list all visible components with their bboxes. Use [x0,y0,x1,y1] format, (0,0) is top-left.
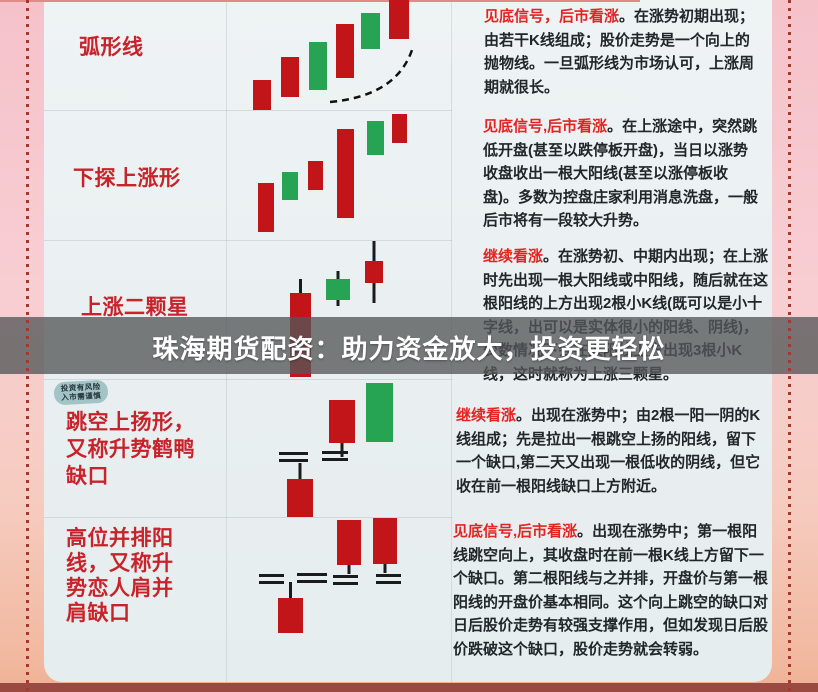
signal-text: 见底信号,后市看涨 [483,118,608,135]
pattern-description: 见底信号,后市看涨。在上涨途中，突然跳低开盘(甚至以跌停板开盘)，当日以涨势收盘… [483,115,761,233]
row-divider [44,240,452,241]
risk-disclaimer-line2: 入市需谨慎 [60,390,102,402]
pattern-name-two-rising-stars: 上涨二颗星 [81,296,189,319]
pattern-description: 见底信号,后市看涨。出现在涨势中；第一根阳线跳空向上，其收盘时在前一根K线上方留… [453,520,768,661]
row-divider [44,379,452,380]
signal-text: 继续看涨 [483,248,544,265]
description-text: 。出现在涨势中；第一根阳线跳空向上，其收盘时在前一根K线上方留下一个缺口。第二根… [453,523,769,658]
row-divider [44,110,452,111]
description-text: 。出现在涨势中；由2根一阳一阴的K线组成；先是拉出一根跳空上扬的阳线，留下一个缺… [456,407,761,495]
pattern-description: 继续看涨。出现在涨势中；由2根一阳一阴的K线组成；先是拉出一根跳空上扬的阳线，留… [456,404,768,498]
left-dotted-line [26,0,29,692]
description-text: 。在上涨途中，突然跳低开盘(甚至以跌停板开盘)，当日以涨势收盘收出一根大阳线(甚… [483,118,758,229]
signal-text: 继续看涨 [456,407,517,424]
pattern-name-gap-up: 跳空上扬形，又称升势鹤鸭缺口 [66,411,195,488]
watermark-text: 珠海期货配资：助力资金放大，投资更轻松 [152,334,666,364]
pattern-name-probe-down-rise: 下探上涨形 [73,167,181,190]
signal-text: 见底信号,后市看涨 [453,523,578,540]
description-text: 。在涨势初期出现；由若干K线组成；股价走势是一个向上的抛物线。一旦弧形线为市场认… [484,8,755,96]
pattern-description: 见底信号，后市看涨。在涨势初期出现；由若干K线组成；股价走势是一个向上的抛物线。… [484,5,760,99]
watermark-band: 珠海期货配资：助力资金放大，投资更轻松 [0,317,818,374]
row-divider [44,517,452,518]
risk-disclaimer-badge: 投资有风险 入市需谨慎 [53,379,109,406]
pattern-name-arc-line: 弧形线 [79,36,144,59]
signal-text: 见底信号，后市看涨 [484,8,620,25]
top-border-line [0,0,640,2]
right-dotted-line [788,0,791,692]
pattern-name-side-by-side-yang: 高位并排阳线，又称升势恋人肩并肩缺口 [66,527,174,625]
bottom-bar [0,683,818,692]
